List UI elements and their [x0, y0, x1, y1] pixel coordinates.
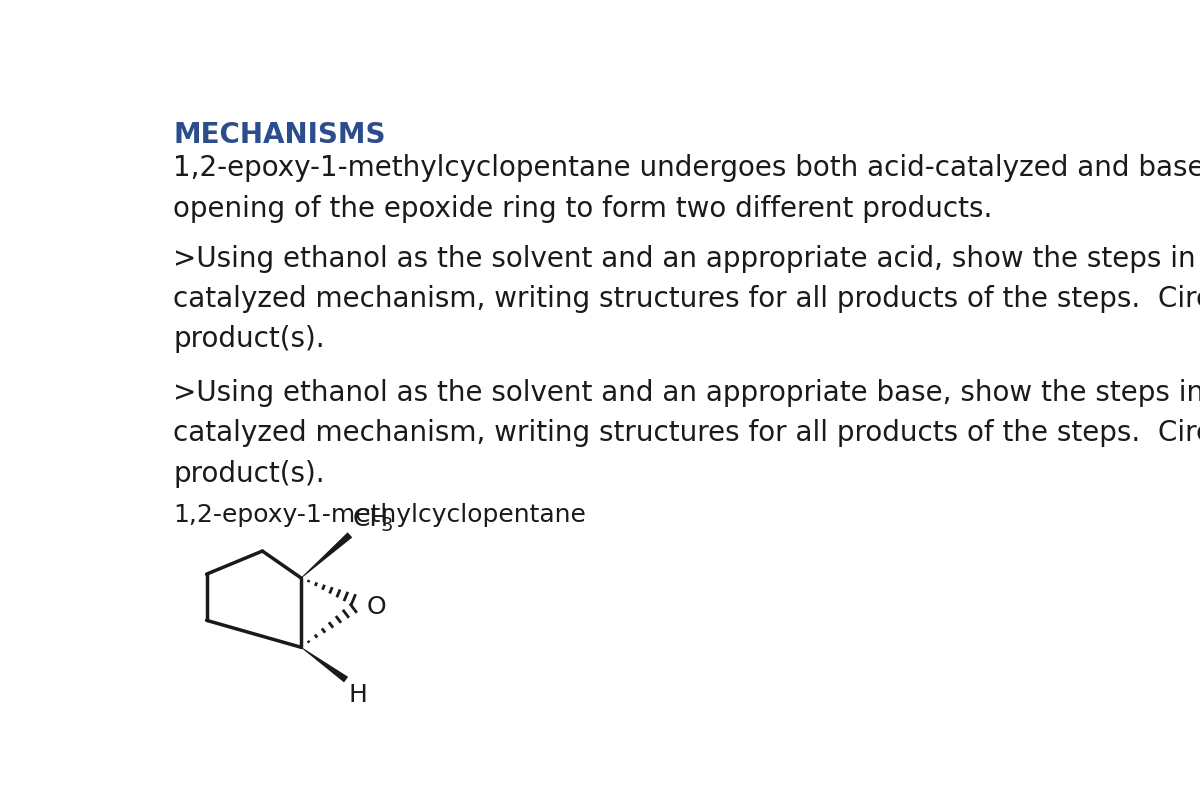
Polygon shape: [301, 647, 348, 682]
Text: 1,2-epoxy-1-methylcyclopentane: 1,2-epoxy-1-methylcyclopentane: [173, 503, 586, 527]
Text: 1,2-epoxy-1-methylcyclopentane undergoes both acid-catalyzed and base-catalyzed
: 1,2-epoxy-1-methylcyclopentane undergoes…: [173, 154, 1200, 223]
Text: >Using ethanol as the solvent and an appropriate base, show the steps in the bas: >Using ethanol as the solvent and an app…: [173, 379, 1200, 487]
Text: CH: CH: [353, 507, 389, 531]
Polygon shape: [301, 532, 353, 578]
Text: O: O: [367, 595, 386, 619]
Text: >Using ethanol as the solvent and an appropriate acid, show the steps in the aci: >Using ethanol as the solvent and an app…: [173, 245, 1200, 353]
Text: H: H: [348, 683, 367, 708]
Text: 3: 3: [380, 516, 394, 535]
Text: MECHANISMS: MECHANISMS: [173, 121, 385, 150]
